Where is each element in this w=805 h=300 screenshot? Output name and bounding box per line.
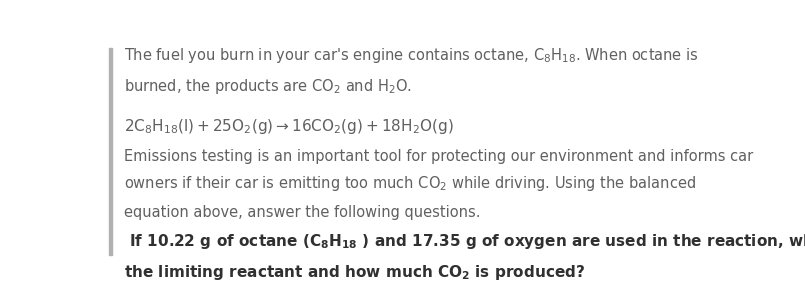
Text: Emissions testing is an important tool for protecting our environment and inform: Emissions testing is an important tool f…	[124, 149, 753, 164]
Bar	[109, 47, 113, 256]
Text: The fuel you burn in your car's engine contains octane, $\mathregular{C_8H_{18}}: The fuel you burn in your car's engine c…	[124, 46, 699, 65]
Text: equation above, answer the following questions.: equation above, answer the following que…	[124, 205, 481, 220]
Text: $\mathregular{2C_8H_{18}(l) + 25O_2(g) \rightarrow 16CO_2(g) + 18H_2O(g)}$: $\mathregular{2C_8H_{18}(l) + 25O_2(g) \…	[124, 117, 454, 136]
Text: owners if their car is emitting too much $\mathregular{CO_2}$ while driving. Usi: owners if their car is emitting too much…	[124, 175, 696, 194]
Text: the limiting reactant and how much $\mathregular{CO_2}$ is produced?: the limiting reactant and how much $\mat…	[124, 263, 585, 282]
Text: If 10.22 g of octane ($\mathregular{C_8H_{18}}$ ) and 17.35 g of oxygen are used: If 10.22 g of octane ($\mathregular{C_8H…	[124, 232, 805, 251]
Text: burned, the products are $\mathregular{CO_2}$ and $\mathregular{H_2O}$.: burned, the products are $\mathregular{C…	[124, 77, 412, 96]
